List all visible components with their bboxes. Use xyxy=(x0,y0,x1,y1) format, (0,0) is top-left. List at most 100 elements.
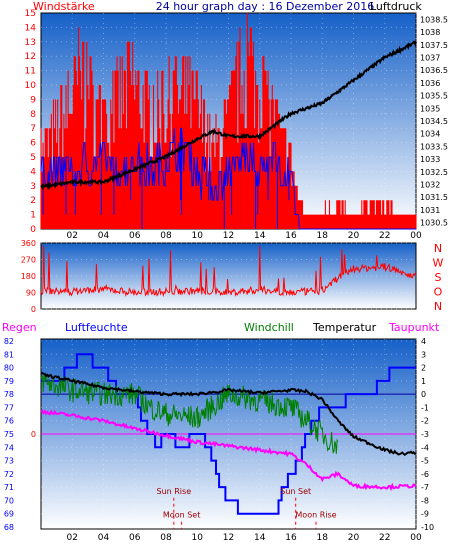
wind-tick-label: 6 xyxy=(30,139,36,149)
wind-tick-label: 10 xyxy=(25,81,37,91)
x-tick-label: 12 xyxy=(223,231,234,241)
wind-title: Windstärke xyxy=(33,0,95,13)
x-tick-label: 08 xyxy=(160,231,172,241)
compass-label: N xyxy=(434,300,442,313)
wind-tick-label: 3 xyxy=(30,182,36,192)
x-tick-label: 22 xyxy=(379,533,390,543)
wind-tick-label: 5 xyxy=(30,153,36,163)
pressure-title: Luftdruck xyxy=(370,0,422,13)
humidity-tick-label: 72 xyxy=(4,470,14,479)
x-tick-label: 16 xyxy=(285,533,297,543)
x-tick-label: 22 xyxy=(379,231,390,241)
x-tick-label: 00 xyxy=(410,231,422,241)
x-tick-label: 08 xyxy=(160,533,172,543)
direction-tick-label: 0 xyxy=(31,305,36,314)
x-tick-label: 00 xyxy=(410,533,422,543)
temperature-tick-label: -6 xyxy=(421,470,429,479)
pressure-tick-label: 1038.5 xyxy=(420,15,448,24)
humidity-tick-label: 78 xyxy=(4,390,14,399)
pressure-tick-label: 1032.5 xyxy=(420,168,448,177)
temperature-tick-label: -10 xyxy=(421,523,434,532)
wind-tick-label: 0 xyxy=(30,225,36,235)
pressure-tick-label: 1036.5 xyxy=(420,66,448,75)
wind-tick-label: 7 xyxy=(30,124,36,134)
temperature-tick-label: 0 xyxy=(421,390,426,399)
x-tick-label: 20 xyxy=(348,533,360,543)
x-tick-label: 10 xyxy=(192,533,204,543)
temperature-tick-label: -7 xyxy=(421,483,429,492)
humidity-tick-label: 69 xyxy=(4,510,14,519)
temperature-tick-label: -4 xyxy=(421,443,429,452)
compass-label: O xyxy=(434,286,443,299)
temperature-tick-label: 3 xyxy=(421,350,426,359)
x-tick-label: 06 xyxy=(129,231,141,241)
wind-tick-label: 14 xyxy=(25,23,37,33)
humidity-tick-label: 81 xyxy=(4,350,14,359)
x-tick-label: 18 xyxy=(317,231,329,241)
x-tick-label: 06 xyxy=(129,533,141,543)
x-tick-label: 04 xyxy=(98,533,110,543)
legend-windchill: Windchill xyxy=(244,321,294,334)
pressure-tick-label: 1032 xyxy=(420,181,440,190)
temperature-tick-label: -2 xyxy=(421,417,429,426)
humidity-tick-label: 70 xyxy=(4,496,14,505)
wind-tick-label: 12 xyxy=(25,52,36,62)
pressure-tick-label: 1038 xyxy=(420,28,440,37)
humidity-tick-label: 73 xyxy=(4,457,14,466)
pressure-tick-label: 1033.5 xyxy=(420,142,448,151)
direction-series xyxy=(40,245,417,298)
pressure-series xyxy=(40,40,417,191)
windchill-series xyxy=(40,374,339,454)
event-label: Moon Rise xyxy=(295,511,336,520)
humidity-tick-label: 71 xyxy=(4,483,14,492)
x-tick-label: 18 xyxy=(317,533,329,543)
direction-tick-label: 270 xyxy=(21,256,36,265)
wind-tick-label: 8 xyxy=(30,110,36,120)
humidity-series xyxy=(41,353,416,515)
humidity-tick-label: 82 xyxy=(4,337,14,346)
wind-tick-label: 13 xyxy=(25,38,36,48)
legend-rain: Regen xyxy=(2,321,37,334)
humidity-tick-label: 75 xyxy=(4,430,14,439)
pressure-tick-label: 1031 xyxy=(420,206,440,215)
pressure-tick-label: 1037 xyxy=(420,53,440,62)
pressure-tick-label: 1031.5 xyxy=(420,193,448,202)
graph-title: 24 hour graph day : 16 Dezember 2016 xyxy=(156,0,375,13)
x-tick-label: 12 xyxy=(223,533,234,543)
humidity-tick-label: 79 xyxy=(4,377,14,386)
x-tick-label: 14 xyxy=(254,533,266,543)
humidity-tick-label: 76 xyxy=(4,417,14,426)
rain-zero-label: 0 xyxy=(31,430,36,439)
temperature-tick-label: -8 xyxy=(421,496,429,505)
pressure-tick-label: 1035.5 xyxy=(420,92,448,101)
temperature-tick-label: 2 xyxy=(421,364,426,373)
event-label: Sun Set xyxy=(280,487,311,496)
x-tick-label: 14 xyxy=(254,231,266,241)
compass-label: W xyxy=(433,257,444,270)
pressure-tick-label: 1036 xyxy=(420,79,440,88)
temperature-tick-label: -1 xyxy=(421,403,429,412)
pressure-tick-label: 1034 xyxy=(420,130,440,139)
direction-tick-label: 360 xyxy=(21,239,36,248)
compass-label: N xyxy=(434,242,442,255)
pressure-tick-label: 1033 xyxy=(420,155,440,164)
wind-tick-label: 2 xyxy=(30,196,36,206)
gust-series xyxy=(40,13,417,229)
x-tick-label: 20 xyxy=(348,231,360,241)
x-tick-label: 04 xyxy=(98,231,110,241)
wind-tick-label: 1 xyxy=(30,211,36,221)
legend-humidity: Luftfeuchte xyxy=(65,321,128,334)
x-tick-label: 10 xyxy=(192,231,204,241)
direction-tick-label: 90 xyxy=(26,289,36,298)
temperature-tick-label: -9 xyxy=(421,510,429,519)
wind-tick-label: 9 xyxy=(30,95,36,105)
legend-temperature: Temperatur xyxy=(312,321,377,334)
temperature-tick-label: -5 xyxy=(421,457,429,466)
wind-tick-label: 4 xyxy=(30,167,36,177)
direction-tick-label: 180 xyxy=(21,272,36,281)
pressure-tick-label: 1030.5 xyxy=(420,219,448,228)
direction-plot xyxy=(40,242,417,310)
humidity-tick-label: 80 xyxy=(4,364,14,373)
x-tick-label: 16 xyxy=(285,231,297,241)
